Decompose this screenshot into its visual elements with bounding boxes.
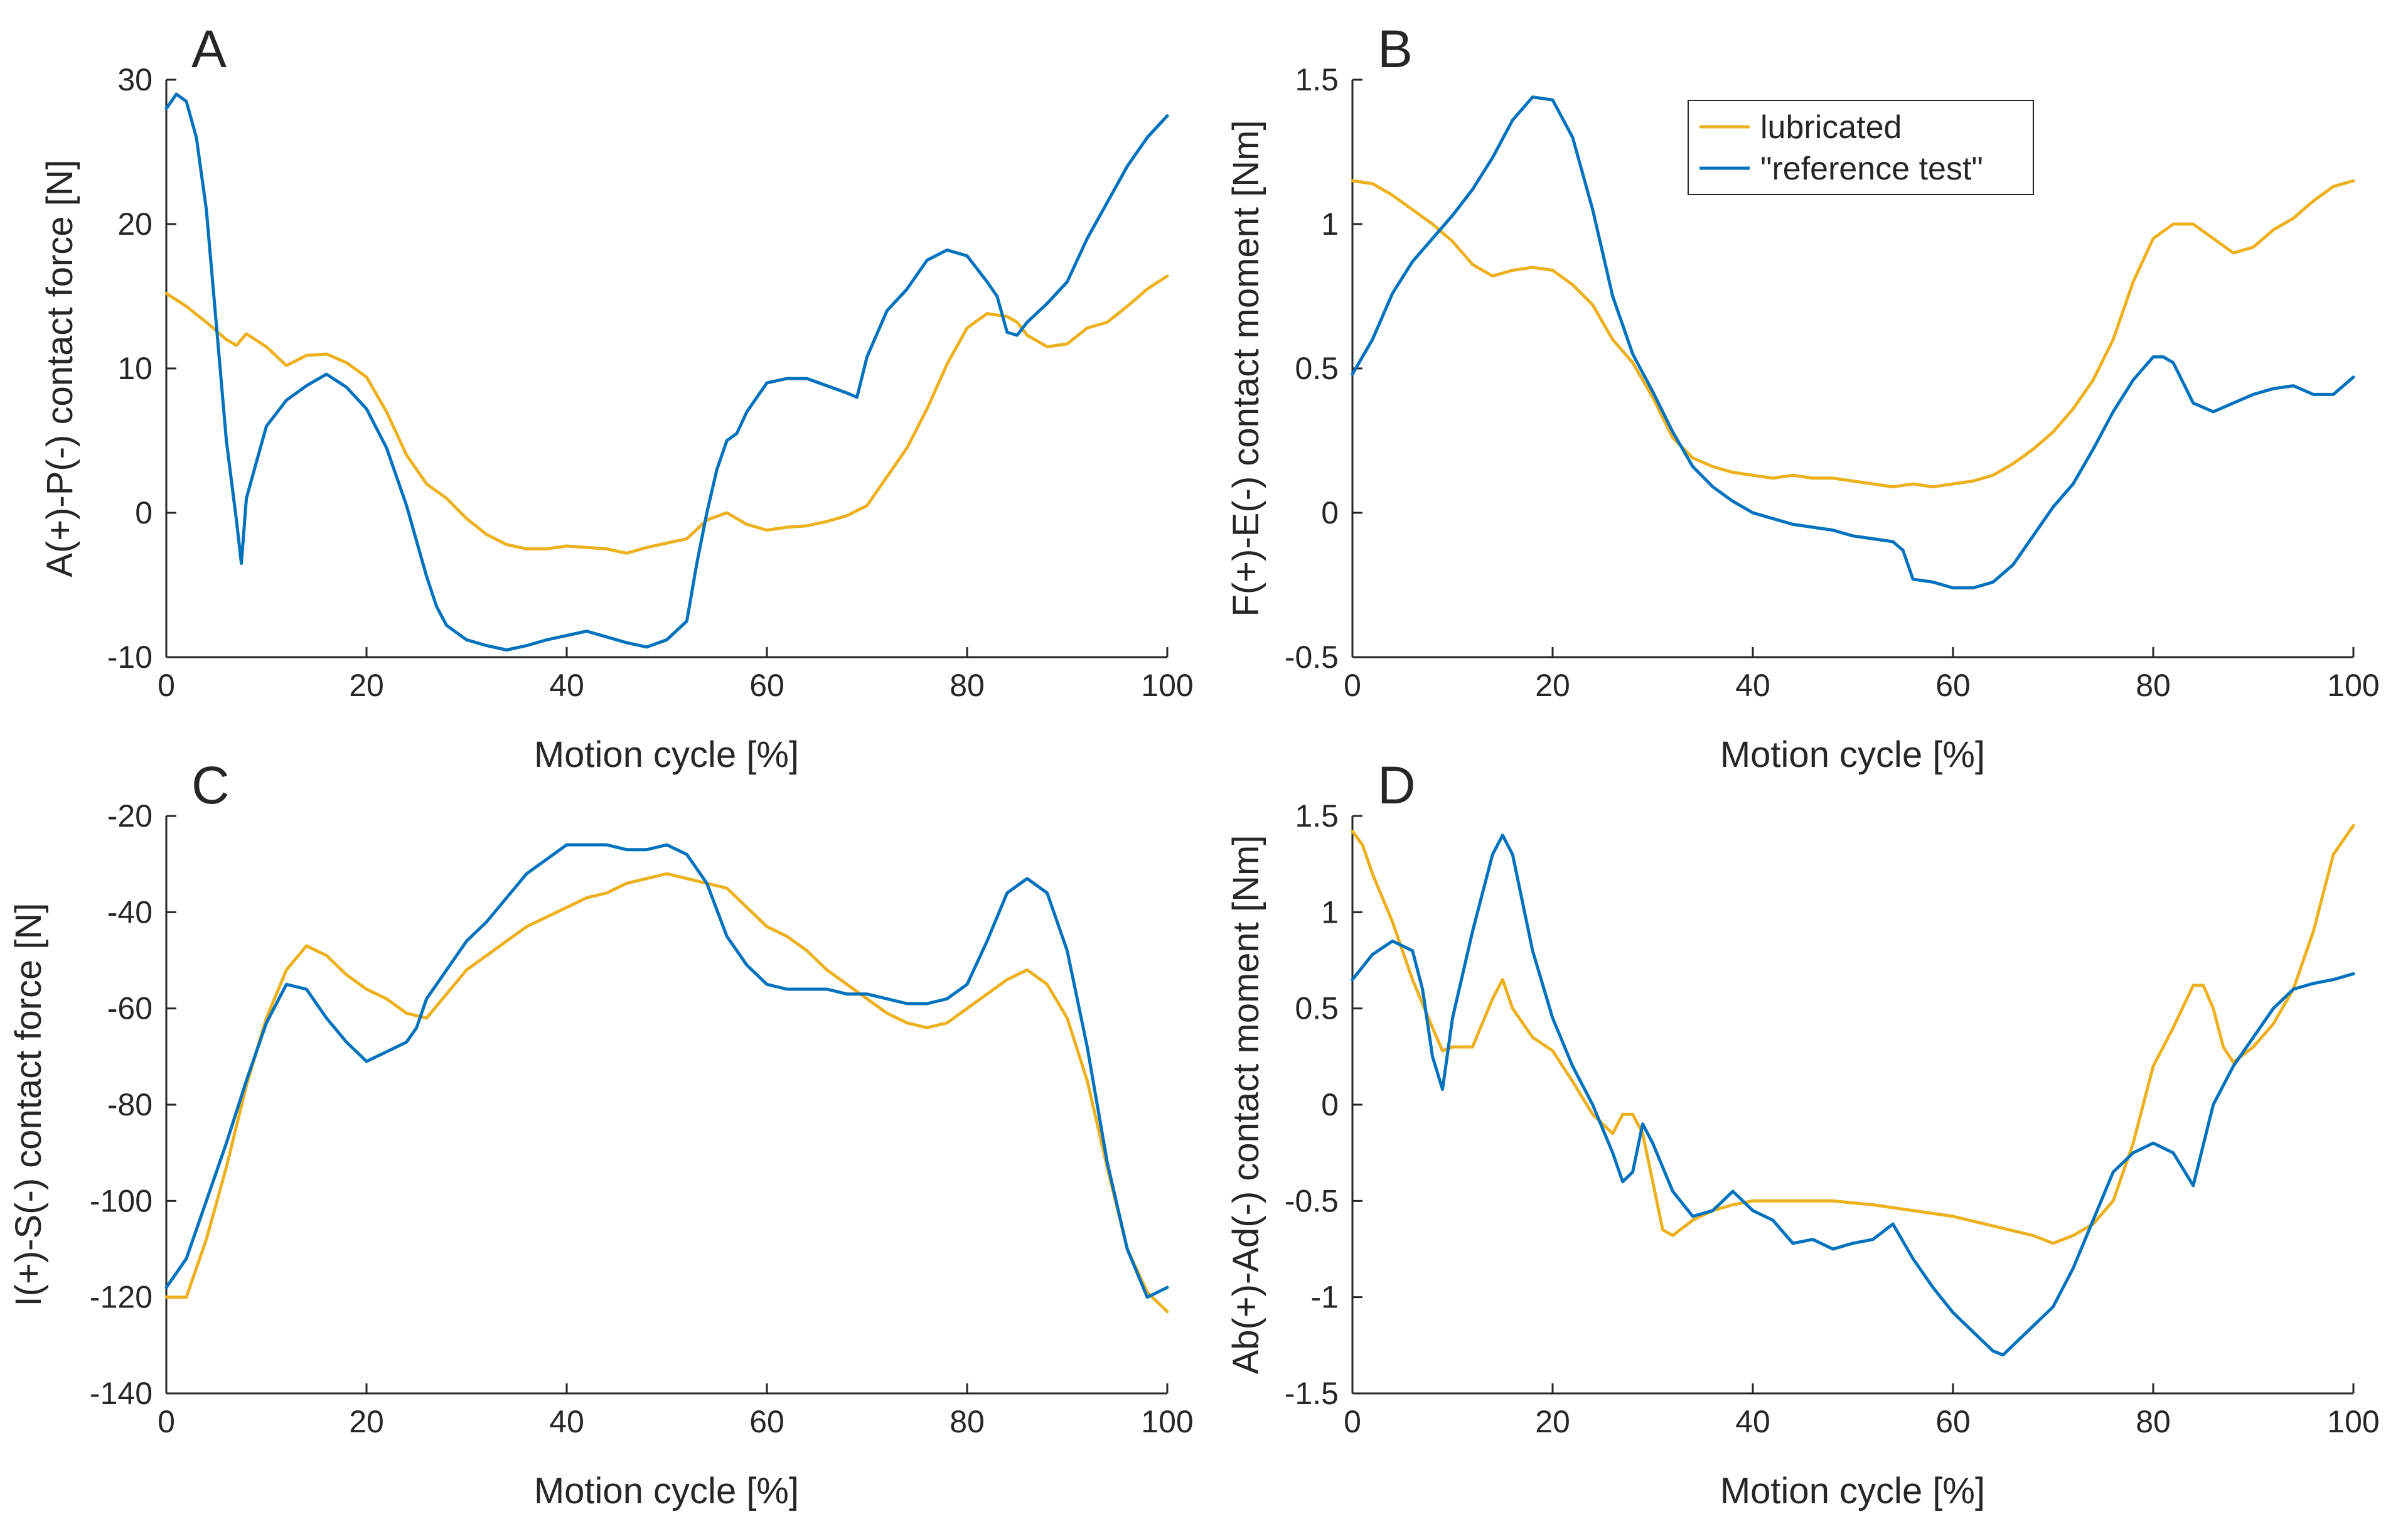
panel-b-y-tick-label: -0.5 [1285,640,1339,675]
panel-c-x-tick-label: 40 [549,1404,584,1439]
panel-d-plot: 0 20 40 60 80 100 -1.5 -1 -0.5 0 0.5 1 1.5 [1285,798,2380,1439]
panel-d-y-tick-label: 0 [1321,1087,1339,1122]
panel-c-y-tick-label: -100 [90,1183,153,1218]
panel-a-x-tick-label: 100 [1141,668,1193,703]
panel-d-y-tick-label: -1.5 [1285,1376,1339,1411]
panel-d-x-axis-label: Motion cycle [%] [1720,1471,1985,1511]
panel-c-y-tick-label: -60 [107,991,153,1026]
panel-c: C 0 20 40 60 80 100 -140 -120 -100 -80 -60 -40 -20 M… [8,756,1194,1511]
panel-c-x-tick-label: 80 [950,1404,985,1439]
panel-d-y-tick-label: 1 [1321,894,1339,930]
panel-b-x-tick-label: 20 [1535,668,1570,703]
panel-c-y-tick-label: -120 [90,1280,153,1315]
panel-b-plot: 0 20 40 60 80 100-0.500.511.5 [1285,62,2380,703]
panel-d-x-tick-label: 20 [1535,1404,1570,1439]
legend: lubricated "reference test" [1688,100,2034,195]
panel-d-x-tick-label: 80 [2136,1404,2171,1439]
panel-b-y-tick-label: 1 [1321,206,1339,242]
panel-b-x-tick-label: 60 [1935,668,1971,703]
panel-c-x-tick-label: 0 [158,1404,175,1439]
panel-a-y-tick-label: 0 [135,495,153,530]
panel-d-y-axis-label: Ab(+)-Ad(-) contact moment [Nm] [1226,835,1266,1375]
panel-d-letter: D [1378,756,1416,815]
panel-c-x-tick-label: 60 [749,1404,784,1439]
panel-a-x-tick-label: 0 [158,668,175,703]
panel-b-x-tick-label: 40 [1735,668,1770,703]
panel-b-x-tick-label: 100 [2327,668,2379,703]
panel-c-series-reference-test [164,843,1169,1299]
panel-c-x-tick-label: 20 [349,1404,384,1439]
panel-d-series-lubricated [1351,823,2355,1245]
legend-label-lubricated: lubricated [1760,109,1902,146]
panel-b-x-axis-label: Motion cycle [%] [1720,734,1985,775]
legend-label-reference: "reference test" [1760,151,1983,187]
panel-a-x-tick-label: 60 [749,668,784,703]
panel-b-series-lubricated [1351,179,2355,489]
panel-d-x-tick-label: 60 [1935,1404,1971,1439]
panel-d-x-tick-label: 0 [1344,1404,1361,1439]
panel-c-y-tick-label: -140 [90,1376,153,1411]
panel-b-y-tick-label: 0.5 [1295,351,1339,386]
panel-a-series-reference-test [164,92,1169,652]
panel-a-x-tick-label: 80 [950,668,985,703]
panel-b-x-tick-label: 0 [1344,668,1361,703]
panel-a-letter: A [191,19,227,78]
panel-d-series-reference-test [1351,834,2355,1357]
panel-d-x-tick-label: 100 [2327,1404,2379,1439]
panel-a-y-tick-label: 10 [117,351,153,386]
panel-c-plot: 0 20 40 60 80 100 -140 -120 -100 -80 -60 -40 -20 [90,798,1194,1439]
panel-c-y-tick-label: -40 [107,894,153,930]
panel-a-x-tick-label: 20 [349,668,384,703]
panel-b-x-tick-label: 80 [2136,668,2171,703]
panel-c-y-tick-label: -20 [107,798,153,834]
panel-d-y-tick-label: -0.5 [1285,1183,1339,1218]
panel-d-y-tick-label: 1.5 [1295,798,1339,834]
panel-d-y-tick-label: -1 [1311,1280,1339,1315]
panel-a-y-tick-label: 30 [117,62,153,97]
panel-b-letter: B [1378,19,1413,78]
panel-b-y-axis-label: F(+)-E(-) contact moment [Nm] [1226,120,1266,616]
panel-b-y-tick-label: 1.5 [1295,62,1339,97]
panel-c-y-tick-label: -80 [107,1087,153,1122]
panel-c-series-lubricated [164,872,1169,1314]
panel-c-x-tick-label: 100 [1141,1404,1193,1439]
panel-b-series-reference-test [1351,95,2355,590]
panel-d-y-tick-label: 0.5 [1295,991,1339,1026]
panel-c-x-axis-label: Motion cycle [%] [534,1471,799,1511]
panel-a-x-axis-label: Motion cycle [%] [534,734,799,775]
panel-d: D 0 20 40 60 80 100 -1.5 -1 -0.5 0 0.5 1 1.5 Motion … [1226,756,2380,1511]
panel-a-y-tick-label: -10 [107,640,153,675]
panel-a-y-tick-label: 20 [117,206,153,242]
legend-box [1688,100,2034,195]
panel-c-letter: C [191,756,230,815]
panel-b-y-tick-label: 0 [1321,495,1339,530]
panel-d-x-tick-label: 40 [1735,1404,1770,1439]
panel-a-y-axis-label: A(+)-P(-) contact force [N] [40,159,80,577]
panel-b: B 0 20 40 60 80 100-0.500.511.5 Motion cycle … [1226,19,2380,775]
panel-c-y-axis-label: I(+)-S(-) contact force [N] [8,903,49,1307]
panel-a-x-tick-label: 40 [549,668,584,703]
panel-a-series-lubricated [164,274,1169,555]
